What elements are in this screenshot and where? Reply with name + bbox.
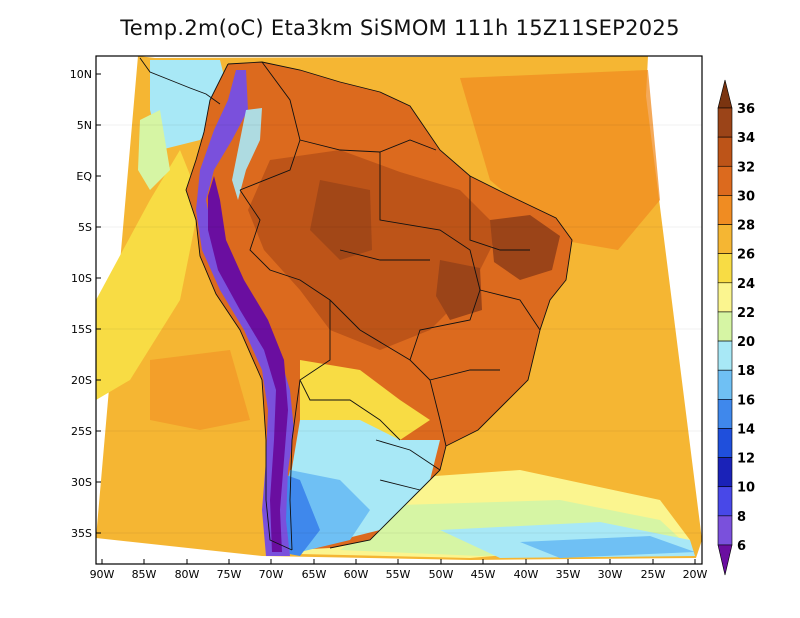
lon-label-70w: 70W xyxy=(259,568,284,581)
lon-label-80w: 80W xyxy=(175,568,200,581)
lat-label-15s: 15S xyxy=(71,323,92,336)
colorbar-segment xyxy=(717,195,733,225)
colorbar-label: 20 xyxy=(737,335,755,350)
lon-label-35w: 35W xyxy=(556,568,581,581)
colorbar-segment xyxy=(717,165,733,196)
lon-label-50w: 50W xyxy=(429,568,454,581)
colorbar-label: 6 xyxy=(737,539,746,554)
colorbar-label: 30 xyxy=(737,189,755,204)
central-america-coast xyxy=(139,57,221,105)
colorbar-label: 22 xyxy=(737,306,755,321)
colorbar-segment xyxy=(717,107,733,138)
central-hot-core xyxy=(436,260,482,320)
colorbar-segment xyxy=(717,282,733,313)
amazon-hot-core xyxy=(310,180,372,260)
colorbar-label: 18 xyxy=(737,364,755,379)
colorbar-segment xyxy=(717,369,733,400)
colorbar-segment xyxy=(717,457,733,488)
colorbar-segment xyxy=(717,136,733,167)
lat-label-35s: 35S xyxy=(71,527,92,540)
colorbar: 36 34 32 30 28 26 24 22 20 18 16 14 12 10 8 6 xyxy=(717,79,755,576)
colorbar-segment xyxy=(717,486,733,517)
andes-fringe xyxy=(232,108,262,200)
lon-label-45w: 45W xyxy=(471,568,496,581)
colorbar-label: 28 xyxy=(737,219,755,234)
lon-label-40w: 40W xyxy=(514,568,539,581)
plot-frame xyxy=(95,55,703,565)
lat-label-eq: EQ xyxy=(76,170,92,183)
lon-label-90w: 90W xyxy=(90,568,115,581)
colorbar-label: 8 xyxy=(737,510,746,525)
lon-label-25w: 25W xyxy=(641,568,666,581)
lat-label-10n: 10N xyxy=(70,68,92,81)
colorbar-segment xyxy=(717,340,733,371)
northeast-hot-core xyxy=(490,215,560,280)
pacific-cool-zone xyxy=(96,150,200,400)
lat-axis: 10N 5N EQ 5S 10S 15S 20S 25S 30S 35S xyxy=(70,68,101,540)
lat-label-30s: 30S xyxy=(71,476,92,489)
lat-label-5n: 5N xyxy=(77,119,92,132)
colorbar-label: 24 xyxy=(737,277,755,292)
andes-coldest xyxy=(208,176,288,552)
lon-label-65w: 65W xyxy=(302,568,327,581)
ocean-warm-zone xyxy=(460,70,660,250)
colorbar-segment xyxy=(717,428,733,458)
lon-label-30w: 30W xyxy=(598,568,623,581)
colorbar-segment xyxy=(717,253,733,284)
colorbar-arrow-bottom xyxy=(717,544,733,576)
lat-label-5s: 5S xyxy=(78,221,92,234)
colorbar-label: 14 xyxy=(737,422,755,437)
map-fields xyxy=(96,56,702,560)
lon-label-75w: 75W xyxy=(217,568,242,581)
south-atlantic-cold-strip xyxy=(520,536,695,558)
colorbar-label: 10 xyxy=(737,481,755,496)
pacific-north-cool-2 xyxy=(138,110,170,190)
colorbar-segment xyxy=(717,515,733,546)
colorbar-segment xyxy=(717,399,733,429)
colorbar-label: 12 xyxy=(737,452,755,467)
colorbar-label: 16 xyxy=(737,393,755,408)
colorbar-label: 36 xyxy=(737,102,755,117)
chart-title: Temp.2m(oC) Eta3km SiSMOM 111h 15Z11SEP2… xyxy=(120,16,680,40)
pacific-north-cool xyxy=(150,60,230,150)
grid-lines xyxy=(96,124,702,534)
lon-label-55w: 55W xyxy=(386,568,411,581)
colorbar-label: 32 xyxy=(737,160,755,175)
ocean-warm-zone-south xyxy=(150,350,250,430)
interior-hot-core xyxy=(248,150,500,350)
lat-label-20s: 20S xyxy=(71,374,92,387)
lon-label-20w: 20W xyxy=(683,568,708,581)
colorbar-segment xyxy=(717,311,733,342)
colorbar-segment xyxy=(717,224,733,254)
political-borders xyxy=(185,61,573,551)
colorbar-arrow-top xyxy=(717,79,733,109)
lon-axis: 90W 85W 80W 75W 70W 65W 60W 55W 50W 45W … xyxy=(90,559,708,581)
lat-label-25s: 25S xyxy=(71,425,92,438)
colorbar-label: 34 xyxy=(737,131,755,146)
lon-label-85w: 85W xyxy=(132,568,157,581)
lat-label-10s: 10S xyxy=(71,272,92,285)
colorbar-label: 26 xyxy=(737,248,755,263)
lon-label-60w: 60W xyxy=(344,568,369,581)
